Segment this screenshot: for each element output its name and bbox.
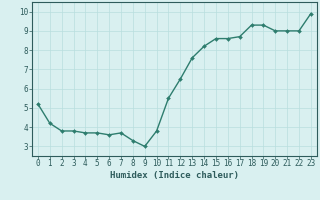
X-axis label: Humidex (Indice chaleur): Humidex (Indice chaleur) [110,171,239,180]
